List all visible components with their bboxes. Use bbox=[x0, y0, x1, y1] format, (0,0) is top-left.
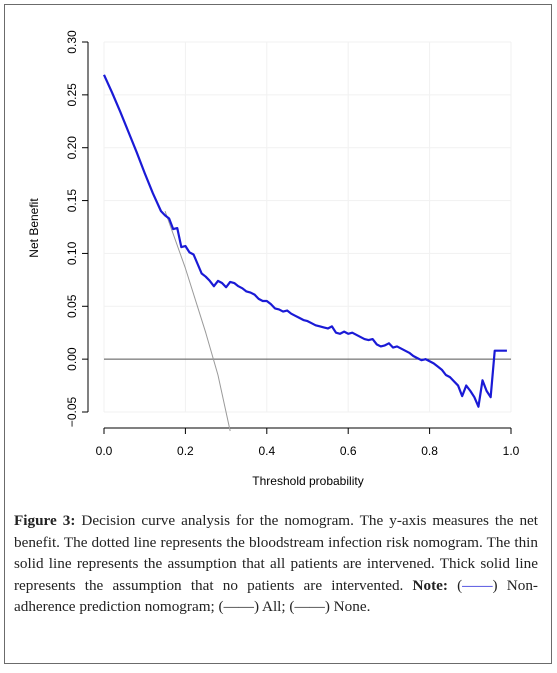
y-tick-label: 0.00 bbox=[65, 347, 79, 371]
y-tick-label: 0.25 bbox=[65, 83, 79, 107]
figure-frame bbox=[4, 4, 552, 664]
y-tick-label: 0.30 bbox=[65, 30, 79, 54]
x-tick-label: 0.8 bbox=[421, 444, 438, 458]
x-tick-label: 0.2 bbox=[177, 444, 194, 458]
series-line-nomogram bbox=[102, 74, 507, 408]
y-tick-label: 0.05 bbox=[65, 294, 79, 318]
legend-line-blue: —— bbox=[462, 576, 493, 594]
series-layer bbox=[102, 74, 511, 432]
legend-text: ) Non-adherence prediction nomogram; (——… bbox=[14, 576, 538, 616]
y-tick-label: 0.20 bbox=[65, 136, 79, 160]
x-tick-label: 0.0 bbox=[96, 444, 113, 458]
decision-curve-chart: −0.05 0.00 0.05 0.10 0.15 0.20 0.25 0.30 0.0 0.2 0… bbox=[27, 30, 520, 488]
y-tick-label: −0.05 bbox=[65, 396, 79, 427]
legend-open: ( bbox=[447, 576, 463, 594]
x-tick-label: 0.4 bbox=[258, 444, 275, 458]
axes-layer: −0.05 0.00 0.05 0.10 0.15 0.20 0.25 0.30 0.0 0.2 0… bbox=[65, 30, 519, 458]
note-label: Note: bbox=[412, 576, 448, 594]
caption-text: Decision curve analysis for the nomogram… bbox=[14, 512, 538, 594]
y-axis-title: Net Benefit bbox=[27, 198, 41, 258]
figure-label: Figure 3: bbox=[14, 512, 76, 529]
grid-layer bbox=[103, 41, 512, 413]
figure-caption: Figure 3: Decision curve analysis for th… bbox=[14, 510, 538, 618]
x-tick-label: 0.6 bbox=[340, 444, 357, 458]
y-tick-label: 0.10 bbox=[65, 241, 79, 265]
series-line-all bbox=[164, 210, 231, 432]
y-tick-label: 0.15 bbox=[65, 189, 79, 213]
x-axis-title: Threshold probability bbox=[252, 474, 363, 488]
x-tick-label: 1.0 bbox=[503, 444, 520, 458]
